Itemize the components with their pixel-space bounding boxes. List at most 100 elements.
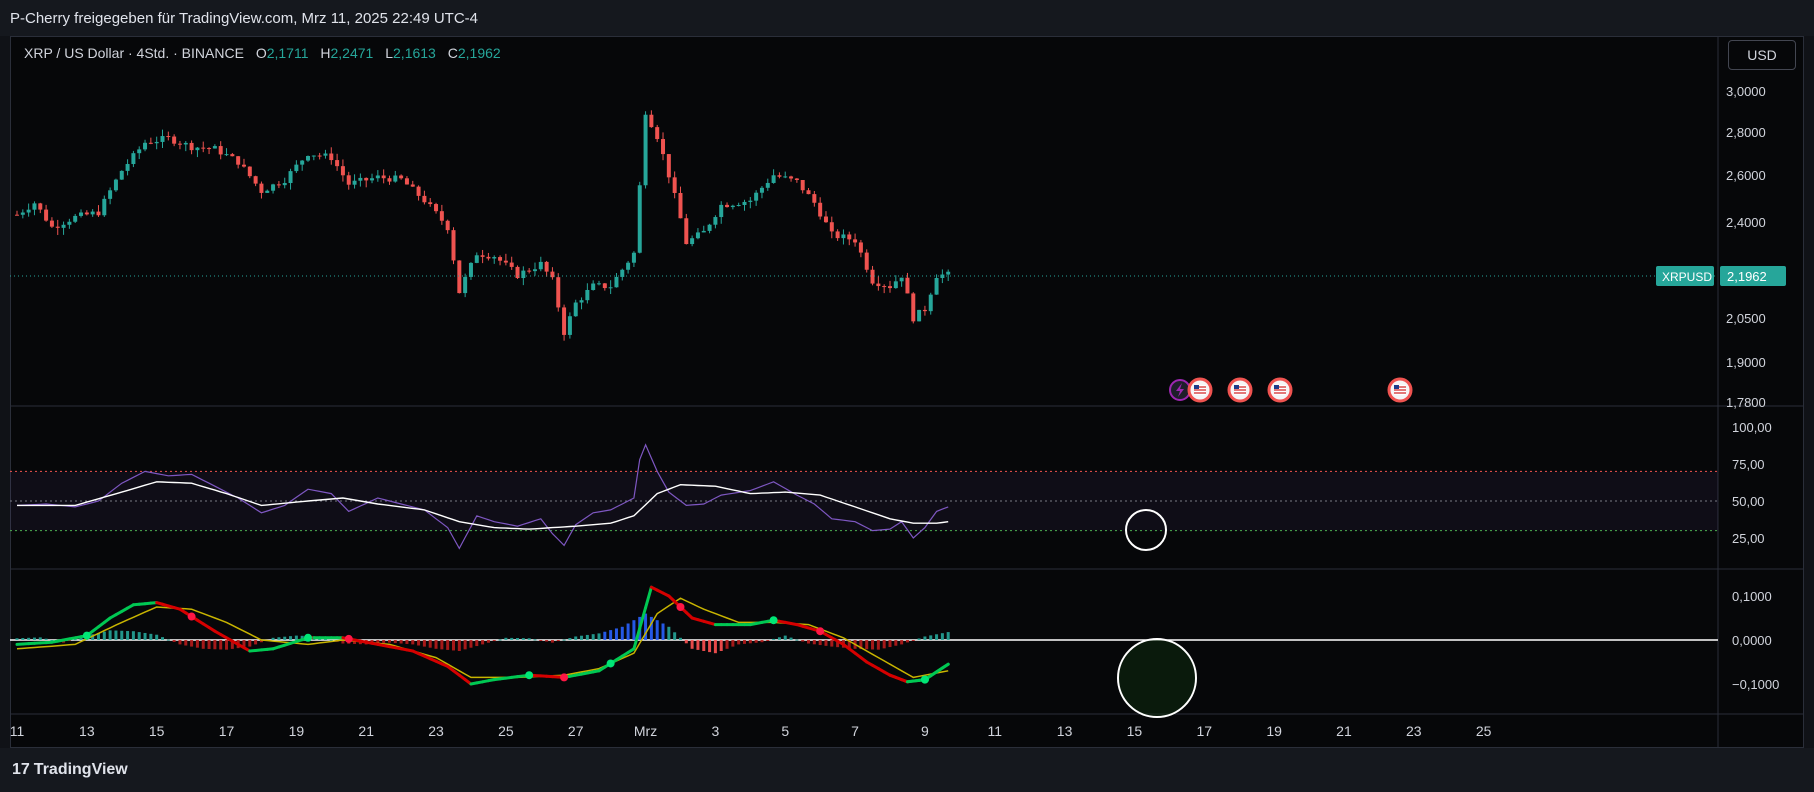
last-price-tag-value: 2,1962 [1727,269,1767,284]
time-tick-label: 15 [149,723,165,739]
macd-histogram-bar [149,633,153,640]
macd-histogram-bar [888,640,892,648]
candle-body [701,230,706,233]
candle-body [888,286,892,289]
macd-histogram-bar [783,635,787,640]
macd-histogram-bar [108,630,112,640]
macd-cross-dot [187,612,196,621]
open-label: O [255,45,267,61]
macd-histogram-bar [702,640,706,651]
macd-histogram-bar [393,640,397,644]
macd-histogram-bar [91,634,95,640]
candle-body [783,176,788,178]
macd-histogram-bar [673,632,677,640]
candle-body [562,307,567,335]
candle-body [445,220,450,231]
macd-histogram-bar [131,631,135,640]
macd-histogram-bar [917,638,921,640]
candle-body [20,212,25,215]
candle-body [410,184,415,187]
candle-body [468,262,473,277]
candle-body [393,175,398,182]
currency-button[interactable]: USD [1728,40,1796,70]
last-price-tag [1720,266,1786,287]
candle-body [137,149,142,154]
candle-body [794,178,799,181]
candle-body [381,175,386,179]
macd-histogram-bar [760,640,764,643]
macd-histogram-bar [516,638,520,640]
macd-histogram-bar [399,640,403,644]
candle-body [527,270,532,272]
time-tick-label: 23 [428,723,444,739]
macd-histogram-bar [748,640,752,644]
price-tick-label: 2,6000 [1726,168,1766,183]
candle-body [864,252,869,270]
candle-body [614,276,619,288]
macd-line-segment [632,626,642,651]
candle-body [79,212,84,216]
candle-body [294,164,299,172]
macd-histogram-bar [190,640,194,647]
macd-histogram-bar [678,637,682,640]
macd-histogram-bar [457,640,461,651]
candle-body [218,146,223,155]
low-label: L [385,45,394,61]
macd-histogram-bar [737,640,741,645]
candle-body [806,190,811,195]
time-tick-label: 23 [1406,723,1422,739]
macd-histogram-bar [655,620,659,640]
rsi-highlight-circle [1125,509,1167,551]
candle-body [893,281,898,289]
symbol-name[interactable]: XRP / US Dollar · 4Std. · BINANCE [24,45,244,61]
candle-body [928,294,933,312]
macd-tick-label: 0,1000 [1732,589,1772,604]
macd-histogram-bar [387,640,391,643]
macd-histogram-bar [504,637,508,640]
macd-histogram-bar [32,637,36,640]
candle-body [346,175,351,185]
macd-histogram-bar [597,633,601,640]
macd-histogram-bar [172,640,176,642]
macd-histogram-bar [137,632,141,640]
candle-body [736,205,741,207]
macd-histogram-bar [422,640,426,647]
candle-body [306,156,310,161]
macd-histogram-bar [585,634,589,640]
time-tick-label: 7 [851,723,859,739]
macd-histogram-bar [591,634,595,640]
macd-histogram-bar [382,640,386,644]
candle-body [143,142,148,150]
macd-cross-dot [560,673,569,682]
candle-body [765,182,770,188]
price-tick-label: 1,9000 [1726,355,1766,370]
macd-histogram-bar [725,640,729,649]
candle-body [573,302,578,317]
tradingview-logo[interactable]: 17 TradingView [12,761,128,779]
candle-body [911,293,916,322]
macd-histogram-bar [882,640,886,649]
chart-area[interactable] [10,36,1804,748]
candle-body [858,242,863,253]
candle-body [818,202,823,217]
price-tick-label: 3,0000 [1726,84,1766,99]
candle-body [276,184,281,186]
macd-histogram-bar [684,640,688,644]
macd-histogram-bar [847,640,851,649]
macd-histogram-bar [865,640,869,650]
macd-histogram-bar [527,638,531,640]
macd-histogram-bar [661,623,665,640]
us-flag-icon [1227,377,1253,403]
macd-highlight-circle [1117,638,1197,718]
macd-histogram-bar [440,640,444,650]
time-tick-label: Mrz [634,723,657,739]
candle-body [439,211,444,221]
candle-body [678,192,683,219]
candle-body [922,309,927,312]
macd-histogram-bar [219,640,223,650]
candle-body [684,218,689,245]
candle-body [759,187,764,193]
macd-histogram-bar [486,640,490,643]
candle-body [823,216,828,223]
